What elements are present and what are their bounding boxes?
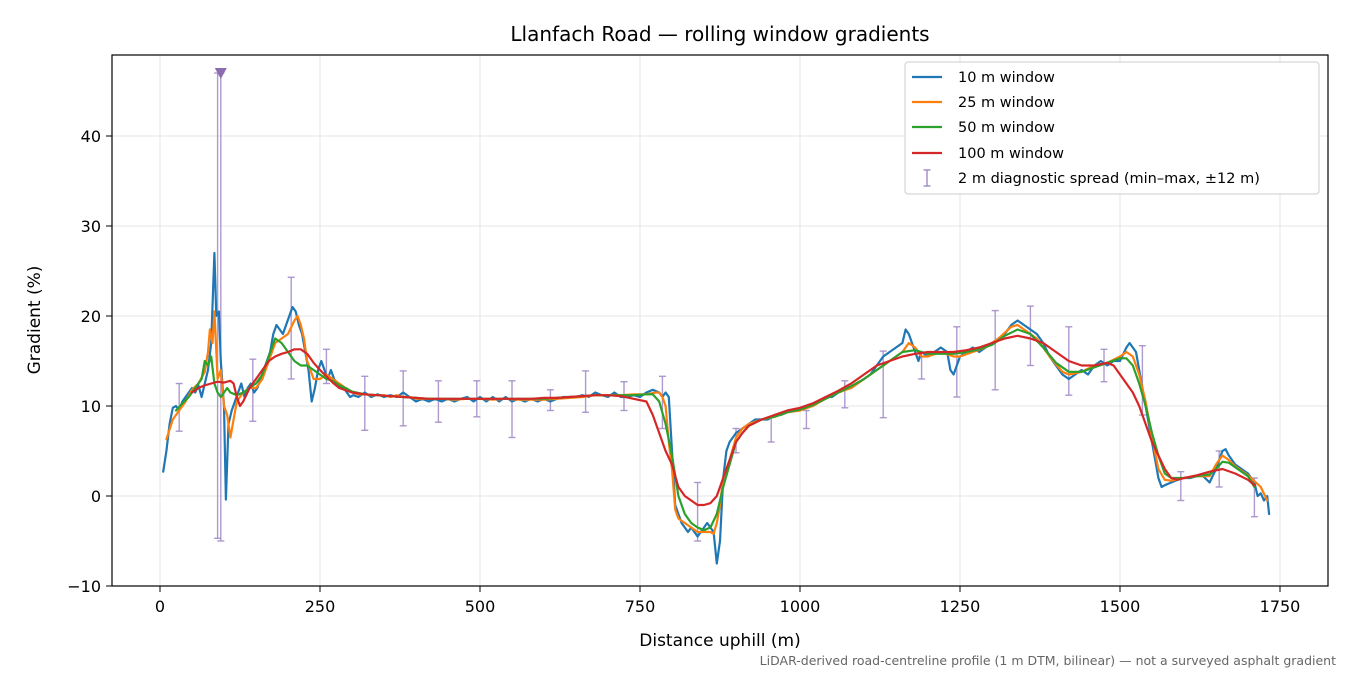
series-line-1 (165, 310, 1269, 535)
series-line-3 (190, 334, 1256, 507)
legend: 10 m window 25 m window 50 m window 100 m w… (904, 61, 1320, 195)
footnote: LiDAR-derived road-centreline profile (1… (760, 653, 1336, 668)
spread-bar (953, 326, 961, 398)
y-tick-label: 10 (81, 397, 101, 416)
x-tick-label: 1000 (780, 597, 821, 616)
y-axis-label: Gradient (%) (25, 266, 45, 375)
legend-entry: 25 m window (912, 95, 1055, 111)
spread-bar (991, 309, 999, 391)
legend-entry: 10 m window (912, 70, 1055, 86)
legend-label: 10 m window (958, 70, 1055, 86)
x-tick-label: 0 (155, 597, 165, 616)
chart-title: Llanfach Road — rolling window gradients (510, 22, 929, 46)
spread-bar (582, 370, 590, 413)
legend-entry: 50 m window (912, 120, 1055, 136)
y-tick-label: −10 (67, 577, 101, 596)
spread-bar (802, 409, 810, 430)
x-axis-ticks: 0 250 500 750 1000 1250 1500 1750 (155, 586, 1300, 616)
y-tick-label: 0 (91, 487, 101, 506)
y-tick-label: 30 (81, 217, 101, 236)
plot-area (162, 68, 1271, 565)
x-tick-label: 1500 (1100, 597, 1141, 616)
spread-overflow-marker (214, 68, 227, 79)
spread-bar (508, 380, 516, 439)
x-tick-label: 500 (465, 597, 496, 616)
spread-bar (1100, 348, 1108, 383)
series-line-2 (174, 328, 1256, 532)
x-tick-label: 750 (625, 597, 656, 616)
legend-entry: 100 m window (912, 146, 1064, 162)
y-tick-label: 40 (81, 127, 101, 146)
y-axis-ticks: −10 0 10 20 30 40 (67, 127, 112, 596)
spread-bar (841, 380, 849, 409)
spread-bar (399, 370, 407, 427)
spread-bar (1026, 305, 1034, 367)
legend-label: 50 m window (958, 120, 1055, 136)
legend-label: 2 m diagnostic spread (min–max, ±12 m) (958, 171, 1260, 187)
spread-bar (658, 375, 666, 430)
legend-entry: 2 m diagnostic spread (min–max, ±12 m) (923, 169, 1260, 187)
series-lines (162, 251, 1271, 565)
marker-layer (214, 68, 227, 79)
spread-bar (434, 380, 442, 423)
plot-frame (111, 54, 1329, 587)
x-tick-label: 250 (305, 597, 336, 616)
x-axis-label: Distance uphill (m) (639, 631, 800, 651)
legend-label: 100 m window (958, 146, 1064, 162)
x-tick-label: 1250 (940, 597, 981, 616)
legend-label: 25 m window (958, 95, 1055, 111)
x-tick-label: 1750 (1260, 597, 1301, 616)
spread-bar (361, 375, 369, 431)
spread-bar (1177, 471, 1185, 502)
series-line-0 (162, 251, 1271, 565)
legend-box (904, 61, 1320, 195)
y-tick-label: 20 (81, 307, 101, 326)
